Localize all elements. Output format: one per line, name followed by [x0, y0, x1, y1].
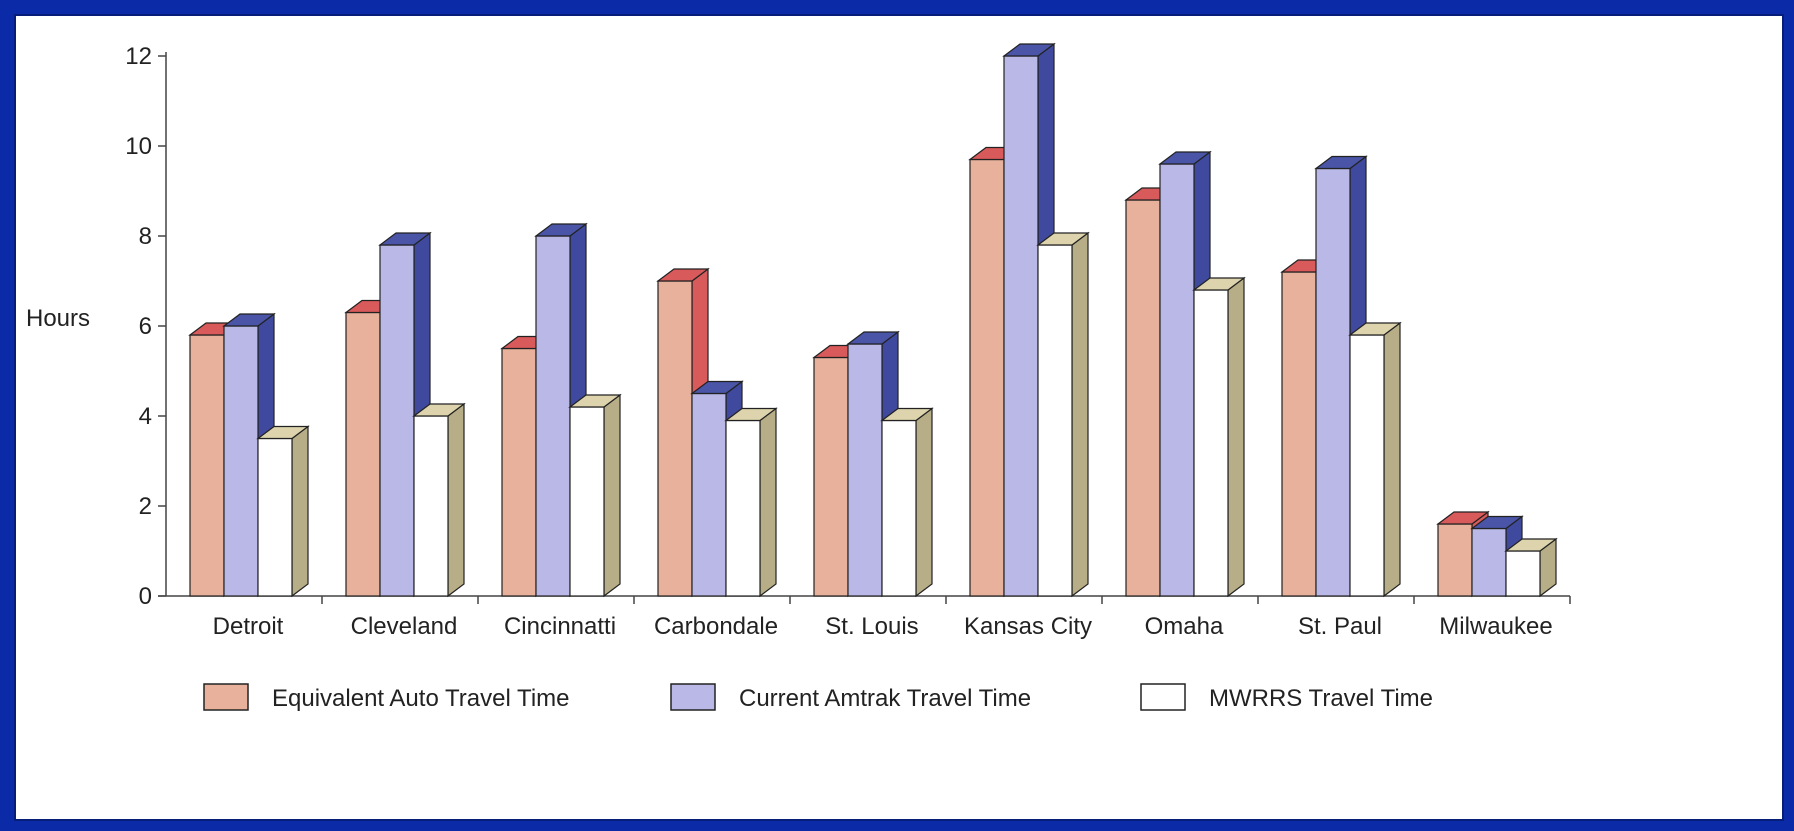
bar-front-face: [1349, 334, 1385, 597]
bar-front-face: [725, 419, 761, 597]
bar-st-louis-series-3: [880, 407, 934, 598]
bar-top-face: [1470, 515, 1524, 530]
x-tick-label: Milwaukee: [1439, 613, 1552, 640]
bar-top-face: [1192, 277, 1246, 291]
bar-top-face: [222, 313, 276, 327]
bar-front-face: [379, 244, 415, 597]
bar-front-face: [223, 325, 259, 597]
bar-top-face: [724, 407, 778, 422]
bar-front-face: [657, 280, 693, 597]
bar-side-face: [447, 402, 465, 598]
bar-side-face: [603, 393, 621, 598]
bar-top-face: [378, 232, 432, 246]
bar-top-face: [1504, 538, 1558, 552]
bar-front-face: [535, 235, 571, 597]
y-tick-label: 0: [139, 583, 152, 610]
y-axis-label: Hours: [26, 305, 90, 332]
bar-kansas-city-series-3: [1036, 231, 1090, 598]
bar-front-face: [847, 343, 883, 597]
bar-carbondale-series-3: [724, 407, 778, 598]
bar-front-face: [691, 392, 727, 597]
bar-front-face: [1125, 199, 1161, 597]
y-tick-label: 2: [139, 493, 152, 520]
bar-top-face: [880, 407, 934, 422]
bar-top-face: [656, 268, 710, 282]
y-tick-label: 4: [139, 403, 152, 430]
x-tick-label: St. Louis: [825, 613, 918, 640]
bar-front-face: [345, 311, 381, 597]
bar-top-face: [690, 380, 744, 395]
bar-detroit-series-3: [256, 425, 310, 598]
bar-chart: 0 2 4 6 8 10 12 Detroit Cleveland Cincinnatti Car…: [26, 42, 1571, 712]
x-tick-label: Detroit: [213, 613, 284, 640]
bar-front-face: [969, 158, 1005, 597]
y-tick-label: 8: [139, 223, 152, 250]
bar-top-face: [846, 331, 900, 345]
bar-front-face: [1193, 289, 1229, 597]
legend-label: Equivalent Auto Travel Time: [272, 685, 570, 712]
bar-front-face: [881, 419, 917, 597]
bar-front-face: [413, 415, 449, 597]
bar-top-face: [1314, 155, 1368, 170]
bar-front-face: [189, 334, 225, 597]
bar-front-face: [1281, 271, 1317, 597]
bar-milwaukee-series-3: [1504, 537, 1558, 598]
bar-front-face: [1159, 163, 1195, 597]
category-labels: Detroit Cleveland Cincinnatti Carbondale St.…: [213, 613, 1553, 640]
bar-top-face: [568, 394, 622, 408]
bar-front-face: [1315, 167, 1351, 597]
legend-swatch: [203, 683, 249, 711]
y-tick-label: 12: [125, 43, 152, 70]
bar-top-face: [534, 223, 588, 237]
bar-front-face: [1471, 527, 1507, 597]
x-tick-label: Carbondale: [654, 613, 778, 640]
bar-cincinnatti-series-3: [568, 393, 622, 598]
legend-swatch: [670, 683, 716, 711]
bar-cleveland-series-3: [412, 402, 466, 598]
bar-front-face: [813, 356, 849, 597]
bar-front-face: [257, 437, 293, 597]
bar-front-face: [1003, 55, 1039, 597]
bar-front-face: [569, 406, 605, 597]
x-tick-label: Omaha: [1145, 613, 1224, 640]
bar-front-face: [501, 347, 537, 597]
bar-top-face: [256, 425, 310, 440]
bar-side-face: [1383, 321, 1401, 598]
bar-top-face: [412, 403, 466, 417]
y-tick-label: 10: [125, 133, 152, 160]
y-tick-label: 6: [139, 313, 152, 340]
x-tick-label: Cincinnatti: [504, 613, 616, 640]
bar-st-paul-series-3: [1348, 321, 1402, 598]
bar-side-face: [915, 407, 933, 598]
x-tick-label: Cleveland: [351, 613, 458, 640]
bar-omaha-series-3: [1192, 276, 1246, 598]
bar-side-face: [1071, 231, 1089, 598]
legend: Equivalent Auto Travel Time Current Amtra…: [203, 683, 1433, 712]
bar-top-face: [1158, 151, 1212, 165]
bar-front-face: [1505, 550, 1541, 597]
bars: [188, 42, 1558, 598]
bar-side-face: [291, 425, 309, 598]
x-tick-label: St. Paul: [1298, 613, 1382, 640]
bar-top-face: [1002, 43, 1056, 57]
chart-frame: 0 2 4 6 8 10 12 Detroit Cleveland Cincinnatti Car…: [14, 14, 1784, 821]
bar-front-face: [1037, 244, 1073, 597]
bar-top-face: [1036, 232, 1090, 246]
x-tick-label: Kansas City: [964, 613, 1092, 640]
legend-swatch: [1140, 683, 1186, 711]
legend-label: Current Amtrak Travel Time: [739, 685, 1031, 712]
bar-side-face: [1227, 276, 1245, 598]
legend-label: MWRRS Travel Time: [1209, 685, 1433, 712]
bar-top-face: [1436, 511, 1490, 525]
bar-top-face: [1348, 322, 1402, 336]
bar-side-face: [759, 407, 777, 598]
bar-front-face: [1437, 523, 1473, 597]
